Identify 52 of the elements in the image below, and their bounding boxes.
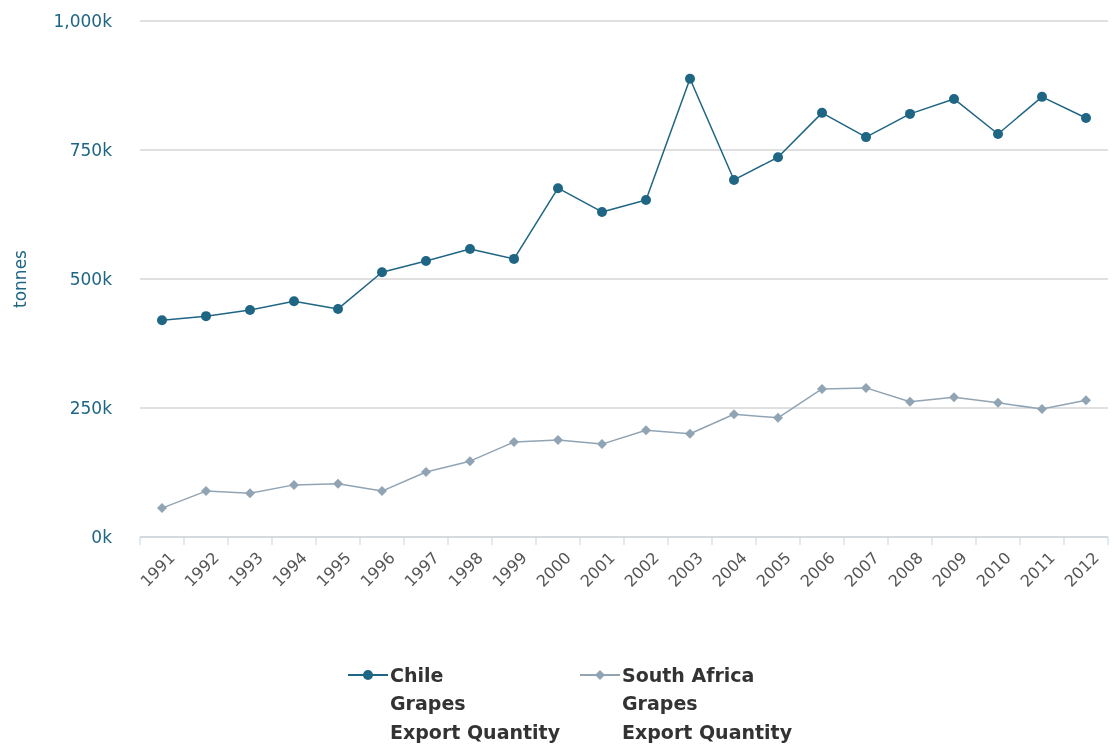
- point: [333, 478, 343, 489]
- point: [333, 303, 343, 314]
- y-tick-label: 1,000k: [53, 10, 113, 31]
- point: [993, 397, 1003, 408]
- point: [729, 174, 739, 185]
- point: [553, 183, 563, 194]
- point: [377, 267, 387, 278]
- y-tick-label: 500k: [69, 268, 113, 289]
- point: [993, 129, 1003, 139]
- point: [245, 304, 255, 315]
- point: [201, 311, 211, 322]
- point: [685, 428, 695, 439]
- point: [641, 195, 651, 206]
- point: [1081, 395, 1091, 406]
- point: [509, 253, 519, 264]
- point: [201, 486, 211, 497]
- point: [1081, 113, 1091, 123]
- point: [289, 296, 299, 307]
- point: [465, 456, 475, 467]
- y-tick-label: 0k: [91, 526, 113, 547]
- point: [509, 437, 519, 448]
- legend-label: Chile Grapes Export Quantity: [390, 663, 561, 743]
- point: [773, 412, 783, 423]
- point: [1037, 91, 1047, 102]
- point: [597, 206, 607, 217]
- point: [861, 132, 871, 143]
- point: [597, 439, 607, 450]
- point: [465, 244, 475, 255]
- point: [685, 73, 695, 84]
- point: [553, 434, 563, 445]
- point: [157, 503, 167, 514]
- point: [817, 107, 827, 118]
- point: [861, 382, 871, 393]
- point: [641, 425, 651, 436]
- point: [421, 255, 431, 266]
- point: [949, 392, 959, 403]
- point: [905, 108, 915, 119]
- legend-label: South Africa Grapes Export Quantity: [622, 663, 793, 743]
- point: [949, 93, 959, 104]
- point: [377, 486, 387, 497]
- point: [245, 488, 255, 499]
- point: [729, 409, 739, 420]
- point: [1037, 404, 1047, 415]
- point: [157, 315, 167, 326]
- point: [817, 383, 827, 394]
- point: [421, 466, 431, 477]
- y-tick-label: 250k: [69, 397, 113, 418]
- point: [289, 479, 299, 490]
- point: [905, 396, 915, 407]
- point: [773, 152, 783, 163]
- y-tick-label: 750k: [69, 139, 113, 160]
- y-axis-title: tonnes: [10, 249, 30, 308]
